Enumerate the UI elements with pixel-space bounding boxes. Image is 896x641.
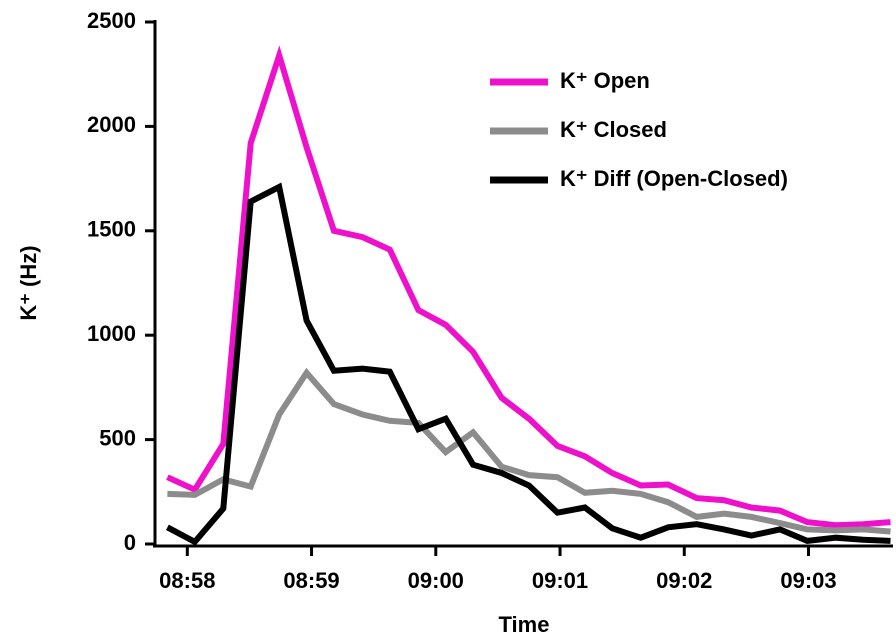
y-axis-title: K⁺ (Hz) xyxy=(16,245,41,320)
x-tick-label: 09:00 xyxy=(408,568,464,593)
y-tick-label: 2500 xyxy=(87,8,136,33)
x-tick-label: 08:59 xyxy=(283,568,339,593)
series-line xyxy=(167,367,891,535)
x-tick-label: 09:01 xyxy=(532,568,588,593)
series-line xyxy=(166,45,891,529)
y-tick-label: 500 xyxy=(99,425,136,450)
x-tick-label: 09:02 xyxy=(656,568,712,593)
series-line xyxy=(165,182,891,546)
legend-label: K⁺ Open xyxy=(560,68,650,93)
legend-label: K⁺ Closed xyxy=(560,117,667,142)
x-axis-title: Time xyxy=(499,612,550,637)
x-tick-label: 08:58 xyxy=(159,568,215,593)
y-tick-label: 1000 xyxy=(87,321,136,346)
y-tick-label: 2000 xyxy=(87,112,136,137)
legend-label: K⁺ Diff (Open-Closed) xyxy=(560,166,788,191)
x-tick-label: 09:03 xyxy=(780,568,836,593)
y-tick-label: 0 xyxy=(124,530,136,555)
y-tick-label: 1500 xyxy=(87,217,136,242)
